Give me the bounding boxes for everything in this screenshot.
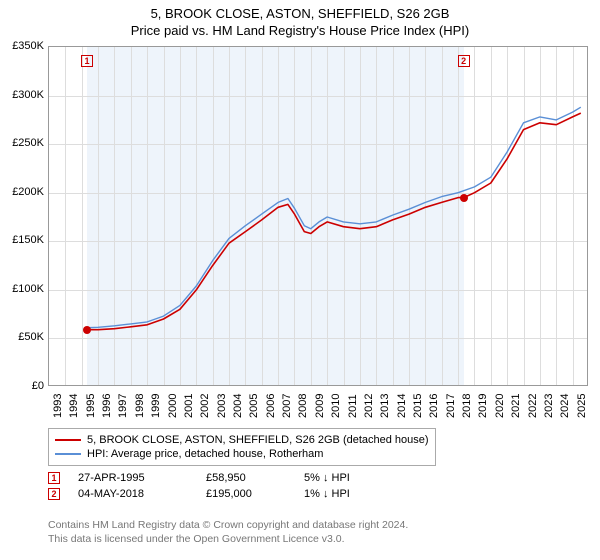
series-price_paid xyxy=(87,113,581,330)
x-axis-tick-label: 2011 xyxy=(347,394,359,418)
x-axis-tick-label: 2016 xyxy=(428,394,440,418)
y-axis-tick-label: £150K xyxy=(4,234,44,246)
chart-plot-area: 12 xyxy=(48,46,588,386)
x-axis-tick-label: 2000 xyxy=(167,394,179,418)
x-axis-tick-label: 2020 xyxy=(494,394,506,418)
x-axis-tick-label: 2003 xyxy=(216,394,228,418)
transaction-hpi-delta: 1% ↓ HPI xyxy=(304,488,350,500)
transaction-row-marker: 2 xyxy=(48,488,60,500)
x-axis-tick-label: 2018 xyxy=(461,394,473,418)
x-axis-tick-label: 2007 xyxy=(281,394,293,418)
attribution-line-2: This data is licensed under the Open Gov… xyxy=(48,532,408,546)
transaction-point xyxy=(460,194,468,202)
x-axis-tick-label: 2010 xyxy=(330,394,342,418)
x-axis-tick-label: 2001 xyxy=(183,394,195,418)
y-axis-tick-label: £200K xyxy=(4,186,44,198)
y-axis-tick-label: £0 xyxy=(4,380,44,392)
x-axis-tick-label: 1995 xyxy=(85,394,97,418)
legend-row: HPI: Average price, detached house, Roth… xyxy=(55,447,429,461)
transaction-hpi-delta: 5% ↓ HPI xyxy=(304,472,350,484)
attribution-line-1: Contains HM Land Registry data © Crown c… xyxy=(48,518,408,532)
x-axis-tick-label: 2022 xyxy=(527,394,539,418)
x-axis-tick-label: 2012 xyxy=(363,394,375,418)
chart-title: 5, BROOK CLOSE, ASTON, SHEFFIELD, S26 2G… xyxy=(0,0,600,21)
transaction-marker: 1 xyxy=(81,55,93,67)
y-axis-tick-label: £100K xyxy=(4,283,44,295)
x-axis-tick-label: 2004 xyxy=(232,394,244,418)
x-axis-tick-label: 2015 xyxy=(412,394,424,418)
legend-label: HPI: Average price, detached house, Roth… xyxy=(87,448,323,460)
transaction-date: 27-APR-1995 xyxy=(78,472,188,484)
x-axis-tick-label: 2017 xyxy=(445,394,457,418)
x-axis-tick-label: 2021 xyxy=(510,394,522,418)
transactions-table: 1 27-APR-1995 £58,950 5% ↓ HPI 2 04-MAY-2018 £… xyxy=(48,470,350,502)
transaction-date: 04-MAY-2018 xyxy=(78,488,188,500)
chart-lines xyxy=(49,47,589,387)
transaction-row-marker: 1 xyxy=(48,472,60,484)
x-axis-tick-label: 1998 xyxy=(134,394,146,418)
x-axis-tick-label: 1999 xyxy=(150,394,162,418)
legend-row: 5, BROOK CLOSE, ASTON, SHEFFIELD, S26 2G… xyxy=(55,433,429,447)
x-axis-tick-label: 2013 xyxy=(379,394,391,418)
x-axis-tick-label: 1997 xyxy=(117,394,129,418)
y-axis-tick-label: £250K xyxy=(4,137,44,149)
legend-swatch xyxy=(55,453,81,455)
x-axis-tick-label: 2009 xyxy=(314,394,326,418)
legend: 5, BROOK CLOSE, ASTON, SHEFFIELD, S26 2G… xyxy=(48,428,436,466)
x-axis-tick-label: 2023 xyxy=(543,394,555,418)
x-axis-tick-label: 2006 xyxy=(265,394,277,418)
x-axis-tick-label: 1993 xyxy=(52,394,64,418)
transaction-price: £58,950 xyxy=(206,472,286,484)
transaction-row: 2 04-MAY-2018 £195,000 1% ↓ HPI xyxy=(48,486,350,502)
x-axis-tick-label: 2008 xyxy=(297,394,309,418)
transaction-row: 1 27-APR-1995 £58,950 5% ↓ HPI xyxy=(48,470,350,486)
x-axis-tick-label: 2002 xyxy=(199,394,211,418)
x-axis-tick-label: 2024 xyxy=(559,394,571,418)
y-axis-tick-label: £300K xyxy=(4,89,44,101)
data-attribution: Contains HM Land Registry data © Crown c… xyxy=(48,518,408,546)
series-hpi xyxy=(87,107,581,328)
legend-label: 5, BROOK CLOSE, ASTON, SHEFFIELD, S26 2G… xyxy=(87,434,429,446)
x-axis-tick-label: 2019 xyxy=(477,394,489,418)
transaction-point xyxy=(83,326,91,334)
x-axis-tick-label: 2014 xyxy=(396,394,408,418)
y-axis-tick-label: £350K xyxy=(4,40,44,52)
legend-swatch xyxy=(55,439,81,441)
x-axis-tick-label: 1994 xyxy=(68,394,80,418)
x-axis-tick-label: 1996 xyxy=(101,394,113,418)
x-axis-tick-label: 2025 xyxy=(576,394,588,418)
transaction-marker: 2 xyxy=(458,55,470,67)
x-axis-tick-label: 2005 xyxy=(248,394,260,418)
chart-subtitle: Price paid vs. HM Land Registry's House … xyxy=(0,21,600,42)
transaction-price: £195,000 xyxy=(206,488,286,500)
y-axis-tick-label: £50K xyxy=(4,331,44,343)
